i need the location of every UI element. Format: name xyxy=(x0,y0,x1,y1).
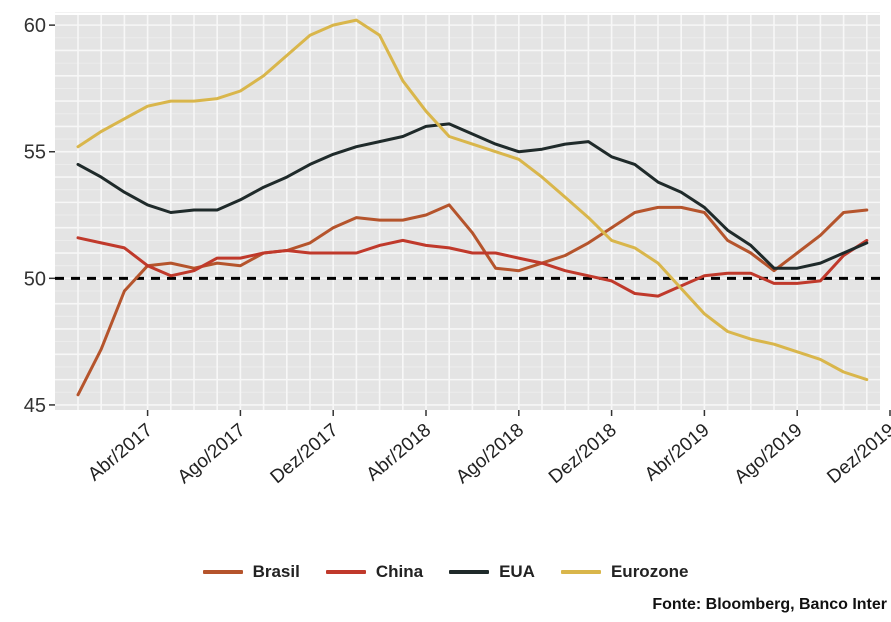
legend-item-eurozone: Eurozone xyxy=(560,562,689,582)
legend: Brasil China EUA Eurozone xyxy=(0,556,891,588)
x-tick-label: Abr/2017 xyxy=(84,420,157,486)
legend-item-china: China xyxy=(325,562,424,582)
y-tick-label: 50 xyxy=(24,268,46,290)
legend-label-china: China xyxy=(375,562,424,581)
plot-background xyxy=(55,15,880,410)
y-axis: 45 50 55 60 xyxy=(24,15,55,417)
legend-label-eurozone: Eurozone xyxy=(610,562,689,581)
x-tick-label: Ago/2019 xyxy=(731,420,807,488)
legend-label-eua: EUA xyxy=(499,562,535,581)
x-axis: Abr/2017 Ago/2017 Dez/2017 Abr/2018 Ago/2018… xyxy=(84,410,891,488)
series-line-china xyxy=(76,236,869,298)
series-lines xyxy=(76,18,869,397)
series-line-eua xyxy=(76,122,869,270)
x-tick-label: Dez/2019 xyxy=(823,420,891,488)
x-tick-label: Abr/2019 xyxy=(641,420,714,486)
x-tick-label: Ago/2017 xyxy=(174,420,250,488)
legend-item-brasil: Brasil xyxy=(202,562,300,582)
series-line-eurozone xyxy=(76,18,869,382)
y-tick-label: 60 xyxy=(24,15,46,37)
legend-key-eua xyxy=(449,570,490,574)
legend-item-eua: EUA xyxy=(449,562,535,582)
legend-key-eurozone xyxy=(560,570,601,574)
x-tick-label: Ago/2018 xyxy=(452,420,528,488)
grid-lines xyxy=(55,12,880,410)
legend-label-brasil: Brasil xyxy=(252,562,300,581)
x-tick-label: Dez/2017 xyxy=(267,420,343,488)
y-tick-label: 55 xyxy=(24,142,46,164)
source-note: Fonte: Bloomberg, Banco Inter xyxy=(652,596,887,613)
x-tick-label: Dez/2018 xyxy=(545,420,621,488)
legend-key-brasil xyxy=(202,570,243,574)
series-line-brasil xyxy=(76,203,869,397)
y-tick-label: 45 xyxy=(24,395,46,417)
legend-key-china xyxy=(325,570,366,574)
x-tick-label: Abr/2018 xyxy=(363,420,436,486)
